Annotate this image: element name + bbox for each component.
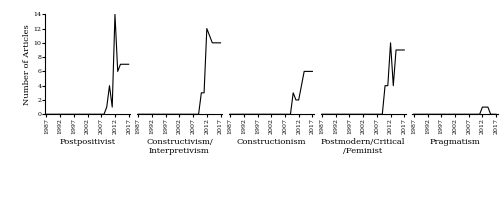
X-axis label: Constructionism: Constructionism <box>236 138 306 146</box>
X-axis label: Constructivism/
Interpretivism: Constructivism/ Interpretivism <box>146 138 213 155</box>
X-axis label: Postpositivist: Postpositivist <box>60 138 116 146</box>
X-axis label: Postmodern/Critical
/Feminist: Postmodern/Critical /Feminist <box>321 138 406 155</box>
X-axis label: Pragmatism: Pragmatism <box>430 138 480 146</box>
Y-axis label: Number of Articles: Number of Articles <box>22 24 30 105</box>
